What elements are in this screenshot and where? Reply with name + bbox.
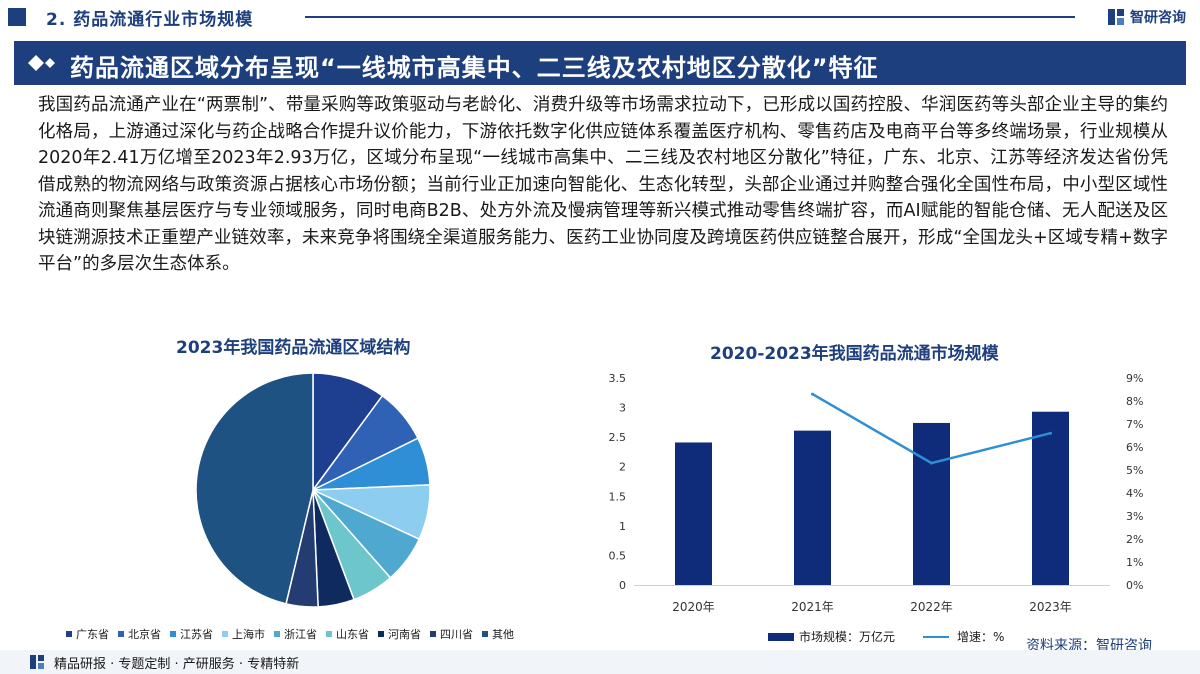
- y-left-tick-label: 0: [619, 579, 626, 592]
- pie-legend-item: 浙江省: [274, 626, 317, 642]
- pie-legend-swatch: [222, 631, 228, 637]
- y-right-tick-label: 3%: [1126, 510, 1143, 523]
- body-paragraph: 我国药品流通产业在“两票制”、带量采购等政策驱动与老龄化、消费升级等市场需求拉动…: [38, 95, 1168, 274]
- bar-4: [1032, 411, 1069, 585]
- y-right-tick-label: 4%: [1126, 487, 1143, 500]
- pie-legend-label: 上海市: [232, 628, 265, 641]
- y-right-tick-label: 0%: [1126, 579, 1143, 592]
- y-left-tick-label: 2: [619, 461, 626, 474]
- x-tick-label: 2020年: [672, 600, 715, 614]
- growth-point-3: [930, 461, 933, 465]
- section-title: 2. 药品流通行业市场规模: [46, 10, 254, 30]
- pie-legend-label: 北京省: [128, 628, 161, 641]
- pie-legend-swatch: [118, 631, 124, 637]
- pie-legend-item: 江苏省: [170, 626, 213, 642]
- legend-line-swatch: [923, 635, 950, 638]
- top-header: 2. 药品流通行业市场规模 智研咨询: [0, 0, 1200, 34]
- pie-legend-item: 四川省: [430, 626, 473, 642]
- pie-legend-swatch: [274, 631, 280, 637]
- pie-legend-item: 广东省: [66, 626, 109, 642]
- y-left-tick-label: 1.5: [609, 490, 627, 503]
- footer-logo-icon: [30, 655, 44, 669]
- legend-line-label: 增速：%: [957, 630, 1005, 644]
- y-left-tick-label: 2.5: [609, 431, 627, 444]
- pie-slice-2: [312, 394, 419, 491]
- y-right-tick-label: 7%: [1126, 418, 1143, 431]
- pie-slice-4: [312, 484, 431, 541]
- y-left-tick-label: 3.5: [609, 372, 627, 385]
- brand-name: 智研咨询: [1130, 10, 1186, 26]
- pie-slice-5: [312, 489, 421, 579]
- y-right-tick-label: 9%: [1126, 372, 1143, 385]
- pie-legend-item: 其他: [482, 626, 514, 642]
- pie-chart-title: 2023年我国药品流通区域结构: [176, 338, 411, 358]
- pie-legend-label: 浙江省: [284, 628, 317, 641]
- legend-bar-label: 市场规模：万亿元: [799, 630, 896, 644]
- y-right-tick-label: 2%: [1126, 533, 1143, 546]
- pie-legend-swatch: [170, 631, 176, 637]
- pie-legend-label: 四川省: [440, 628, 473, 641]
- banner-title: 药品流通区域分布呈现“一线城市高集中、二三线及农村地区分散化”特征: [70, 54, 879, 82]
- bar-2: [794, 430, 831, 585]
- pie-legend-item: 河南省: [378, 626, 421, 642]
- y-right-tick-label: 5%: [1126, 464, 1143, 477]
- pie-legend-swatch: [66, 631, 72, 637]
- pie-legend-label: 河南省: [388, 628, 421, 641]
- pie-legend-swatch: [430, 631, 436, 637]
- brand: 智研咨询: [1107, 6, 1186, 28]
- x-tick-label: 2022年: [910, 600, 953, 614]
- pie-slice-3: [312, 437, 431, 491]
- y-right-tick-label: 6%: [1126, 441, 1143, 454]
- legend-bar-swatch: [768, 632, 794, 641]
- pie-legend-item: 上海市: [222, 626, 265, 642]
- pie-slice-8: [285, 489, 319, 608]
- pie-slice-9: [195, 372, 314, 605]
- diamond-icon: [28, 55, 55, 71]
- section-marker-icon: [8, 8, 26, 26]
- x-tick-label: 2021年: [791, 600, 834, 614]
- x-tick-label: 2023年: [1029, 600, 1072, 614]
- header-divider: [305, 16, 1075, 18]
- pie-legend-label: 江苏省: [180, 628, 213, 641]
- pie-slice-7: [312, 489, 355, 608]
- pie-legend-item: 山东省: [326, 626, 369, 642]
- footer-text: 精品研报 · 专题定制 · 产研服务 · 专精特新: [54, 657, 300, 672]
- pie-legend: 广东省 北京省 江苏省 上海市 浙江省 山东省 河南省 四川省 其他: [66, 626, 523, 642]
- pie-legend-swatch: [326, 631, 332, 637]
- growth-point-2: [811, 392, 814, 396]
- y-left-tick-label: 0.5: [609, 549, 627, 562]
- bar-chart-title: 2020-2023年我国药品流通市场规模: [710, 344, 999, 364]
- bar-1: [675, 442, 712, 585]
- y-left-tick-label: 1: [619, 520, 626, 533]
- bar-legend: 市场规模：万亿元 增速：%: [768, 628, 1004, 645]
- brand-logo-icon: [1108, 9, 1124, 25]
- pie-slice-6: [312, 489, 392, 601]
- growth-line: [811, 393, 1051, 465]
- bar-3: [913, 422, 950, 585]
- title-banner: 药品流通区域分布呈现“一线城市高集中、二三线及农村地区分散化”特征: [14, 41, 1186, 85]
- y-left-tick-label: 3: [619, 402, 626, 415]
- pie-legend-swatch: [378, 631, 384, 637]
- pie-legend-swatch: [482, 631, 488, 637]
- pie-slice-1: [312, 372, 384, 493]
- y-right-tick-label: 1%: [1126, 556, 1143, 569]
- pie-legend-label: 其他: [492, 628, 514, 641]
- pie-legend-label: 山东省: [336, 628, 369, 641]
- pie-legend-label: 广东省: [76, 628, 109, 641]
- growth-point-4: [1049, 431, 1052, 435]
- y-right-tick-label: 8%: [1126, 395, 1143, 408]
- pie-legend-item: 北京省: [118, 626, 161, 642]
- footer: 精品研报 · 专题定制 · 产研服务 · 专精特新: [0, 650, 1200, 674]
